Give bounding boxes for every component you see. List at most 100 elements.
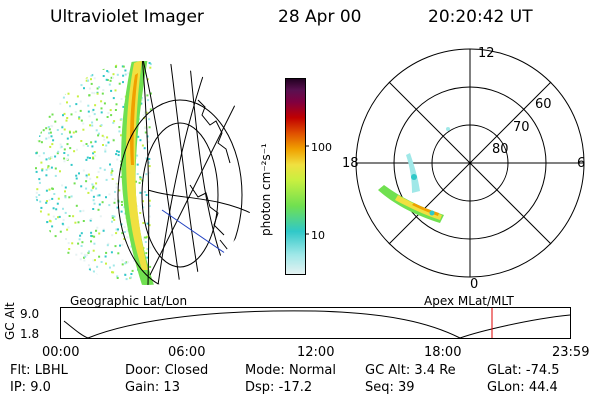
- speckle: [102, 135, 105, 138]
- speckle: [148, 118, 151, 121]
- speckle: [94, 259, 96, 262]
- speckle: [57, 197, 60, 200]
- speckle: [53, 241, 56, 244]
- speckle: [110, 89, 113, 92]
- speckle: [115, 183, 118, 186]
- speckle: [101, 134, 104, 137]
- speckle: [67, 61, 70, 62]
- speckle: [106, 116, 109, 118]
- speckle: [41, 168, 44, 171]
- speckle: [106, 136, 109, 139]
- speckle: [57, 150, 60, 153]
- speckle: [59, 170, 61, 173]
- speckle: [112, 271, 115, 274]
- speckle: [50, 62, 53, 65]
- speckle: [95, 187, 98, 190]
- speckle: [76, 148, 78, 151]
- speckle: [120, 223, 123, 226]
- speckle: [87, 251, 90, 254]
- speckle: [55, 78, 58, 81]
- speckle: [106, 79, 109, 81]
- speckle: [95, 276, 98, 279]
- speckle: [42, 152, 45, 155]
- speckle: [72, 131, 75, 134]
- speckle: [38, 181, 41, 184]
- speckle: [35, 170, 38, 173]
- speckle: [54, 218, 57, 220]
- speckle: [107, 112, 110, 115]
- speckle: [37, 131, 40, 134]
- speckle: [90, 62, 93, 65]
- speckle: [115, 186, 118, 189]
- speckle: [111, 216, 114, 219]
- speckle: [76, 78, 79, 81]
- speckle: [110, 171, 113, 174]
- speckle: [84, 255, 87, 258]
- speckle: [48, 157, 51, 160]
- speckle: [117, 150, 120, 153]
- speckle: [39, 210, 42, 213]
- apex-label: Apex MLat/MLT: [424, 294, 514, 308]
- speckle: [47, 126, 50, 128]
- speckle: [65, 81, 68, 83]
- speckle: [49, 62, 52, 65]
- speckle: [91, 183, 94, 186]
- speckle: [148, 215, 151, 218]
- speckle: [51, 92, 54, 95]
- speckle: [148, 158, 151, 160]
- speckle: [90, 74, 93, 77]
- speckle: [95, 129, 98, 132]
- orbit-plot: [60, 307, 574, 342]
- speckle: [95, 273, 98, 276]
- speckle: [81, 241, 84, 244]
- speckle: [88, 87, 91, 90]
- colorbar-scale: [285, 78, 309, 275]
- speckle: [38, 194, 41, 196]
- speckle: [37, 242, 40, 245]
- speckle: [96, 92, 99, 95]
- speckle: [49, 230, 51, 233]
- speckle: [67, 251, 70, 254]
- speckle: [92, 270, 95, 273]
- lat-label-60: 60: [535, 97, 552, 112]
- speckle: [106, 244, 109, 247]
- speckle: [121, 263, 124, 266]
- speckle: [51, 143, 54, 146]
- speckle: [105, 196, 107, 199]
- speckle: [91, 124, 94, 127]
- speckle: [47, 73, 50, 76]
- speckle: [44, 72, 47, 75]
- speckle: [82, 209, 85, 212]
- speckle: [85, 143, 88, 145]
- speckle: [102, 89, 105, 91]
- speckle: [36, 235, 39, 238]
- speckle: [148, 165, 151, 168]
- speckle: [66, 117, 69, 119]
- speckle: [80, 140, 83, 142]
- speckle: [126, 236, 129, 239]
- aurora-band-peak: [130, 73, 138, 165]
- speckle: [104, 61, 106, 63]
- speckle: [38, 106, 40, 109]
- speckle: [91, 110, 94, 113]
- speckle: [64, 81, 67, 84]
- speckle: [47, 166, 50, 169]
- speckle: [80, 185, 83, 188]
- speckle: [86, 254, 89, 257]
- speckle: [89, 124, 92, 127]
- speckle: [59, 143, 62, 146]
- speckle: [49, 85, 52, 88]
- speckle: [100, 124, 103, 127]
- speckle: [141, 98, 144, 101]
- speckle: [93, 113, 96, 116]
- speckle: [85, 176, 88, 179]
- speckle: [94, 154, 97, 157]
- speckle: [146, 256, 149, 259]
- speckle: [105, 262, 107, 265]
- speckle: [82, 220, 85, 222]
- speckle: [127, 72, 130, 75]
- speckle: [85, 76, 88, 79]
- speckle: [113, 218, 116, 221]
- speckle: [40, 206, 43, 209]
- speckle: [143, 238, 145, 241]
